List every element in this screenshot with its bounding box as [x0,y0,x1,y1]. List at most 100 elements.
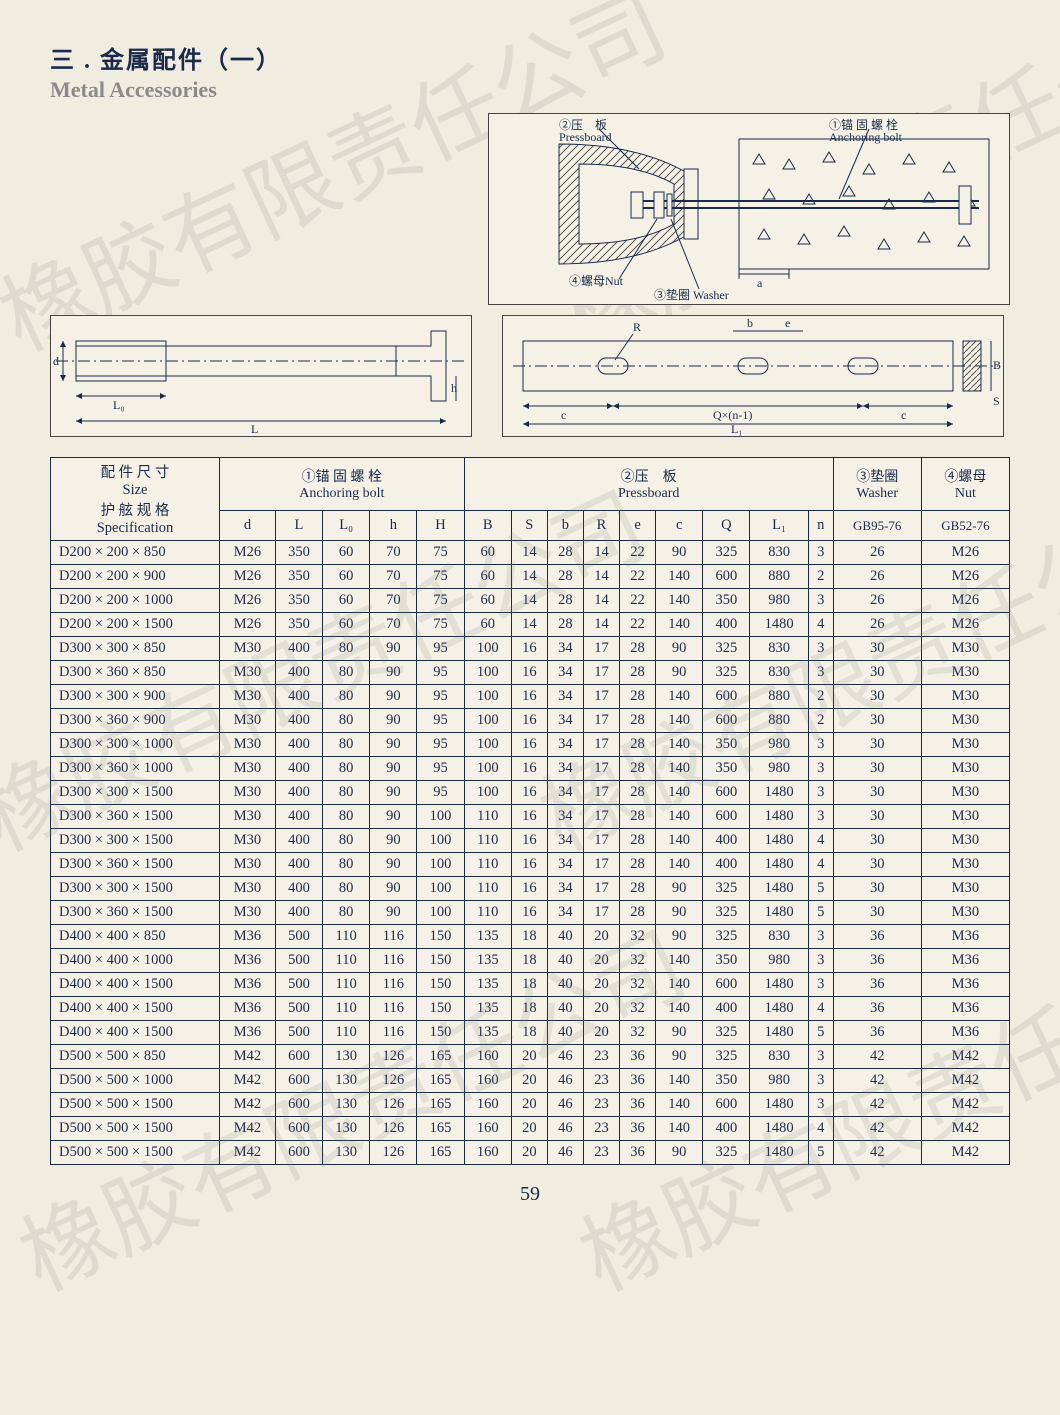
table-cell: 980 [750,949,808,973]
table-cell: 22 [620,589,656,613]
table-cell: 1480 [750,613,808,637]
table-cell: M30 [921,637,1009,661]
table-cell: 70 [370,589,417,613]
table-cell: 28 [620,877,656,901]
table-cell: 60 [323,565,370,589]
table-cell: 14 [511,589,547,613]
table-cell: 14 [583,613,619,637]
table-cell: 140 [656,1117,703,1141]
table-cell: 160 [464,1069,511,1093]
table-cell: 2 [808,685,833,709]
table-cell: 95 [417,661,464,685]
table-cell: 110 [464,853,511,877]
table-cell: 165 [417,1093,464,1117]
table-cell: M42 [921,1141,1009,1165]
table-cell: 400 [275,757,322,781]
table-cell: M36 [220,973,276,997]
table-cell: M42 [921,1045,1009,1069]
table-cell: 135 [464,997,511,1021]
th-anchor: ①锚 固 螺 栓 Anchoring bolt [220,458,465,511]
table-cell: D500 × 500 × 850 [51,1045,220,1069]
table-cell: M36 [921,1021,1009,1045]
table-cell: 4 [808,997,833,1021]
table-cell: 90 [370,685,417,709]
table-cell: 40 [547,1021,583,1045]
table-cell: 28 [620,685,656,709]
table-cell: 30 [833,805,921,829]
table-cell: 400 [703,613,750,637]
table-cell: 4 [808,853,833,877]
table-cell: M36 [921,925,1009,949]
table-cell: 500 [275,1021,322,1045]
table-cell: 70 [370,565,417,589]
table-cell: M30 [921,685,1009,709]
table-cell: 130 [323,1093,370,1117]
table-cell: M26 [921,565,1009,589]
th-col: L₀ [323,511,370,541]
table-cell: 32 [620,1021,656,1045]
th-washer: ③垫圈 Washer [833,458,921,511]
table-cell: 30 [833,685,921,709]
table-row: D500 × 500 × 1000M4260013012616516020462… [51,1069,1010,1093]
th-spec-en: Specification [55,520,215,537]
th-spec-cn2: 护 舷 规 格 [55,499,215,520]
table-cell: 20 [583,1021,619,1045]
page: 橡胶有限责任公司 橡胶有限责任公司 橡胶有限责任公司 橡胶有限责任公司 橡胶有限… [50,40,1010,1206]
table-row: D300 × 360 × 850M30400809095100163417289… [51,661,1010,685]
table-cell: 30 [833,829,921,853]
table-cell: 100 [417,805,464,829]
table-cell: 23 [583,1045,619,1069]
th-col: L [275,511,322,541]
table-cell: 600 [703,709,750,733]
table-cell: 17 [583,805,619,829]
table-cell: 60 [464,613,511,637]
th-col: b [547,511,583,541]
table-cell: 18 [511,949,547,973]
table-cell: D300 × 360 × 1000 [51,757,220,781]
table-cell: 90 [656,1045,703,1069]
table-cell: 1480 [750,1117,808,1141]
table-cell: 140 [656,589,703,613]
table-cell: 95 [417,685,464,709]
label-L: L [251,422,258,437]
table-cell: 600 [275,1141,322,1165]
table-cell: 325 [703,637,750,661]
table-cell: 5 [808,1141,833,1165]
table-cell: D200 × 200 × 850 [51,541,220,565]
table-cell: M36 [220,949,276,973]
table-cell: D300 × 300 × 1500 [51,781,220,805]
table-cell: 28 [620,709,656,733]
table-cell: 30 [833,781,921,805]
table-cell: 126 [370,1045,417,1069]
table-cell: 34 [547,709,583,733]
table-cell: 16 [511,805,547,829]
table-cell: 116 [370,1021,417,1045]
table-cell: D500 × 500 × 1500 [51,1117,220,1141]
th-col: GB95-76 [833,511,921,541]
th-anchor-en: Anchoring bolt [224,486,460,502]
table-cell: 32 [620,925,656,949]
table-cell: 16 [511,781,547,805]
table-cell: 80 [323,877,370,901]
table-cell: 110 [464,901,511,925]
table-cell: 160 [464,1141,511,1165]
table-cell: 90 [656,877,703,901]
table-cell: 140 [656,733,703,757]
table-cell: 34 [547,901,583,925]
label-Qn: Q×(n-1) [713,408,752,423]
table-cell: 3 [808,733,833,757]
table-cell: 1480 [750,997,808,1021]
table-cell: 26 [833,589,921,613]
table-cell: 80 [323,757,370,781]
table-cell: 17 [583,829,619,853]
table-cell: M42 [220,1069,276,1093]
table-cell: 1480 [750,805,808,829]
table-cell: D500 × 500 × 1500 [51,1141,220,1165]
table-cell: M36 [921,973,1009,997]
table-cell: 36 [833,1021,921,1045]
table-cell: 1480 [750,877,808,901]
table-cell: 3 [808,1069,833,1093]
table-cell: 3 [808,637,833,661]
table-row: D500 × 500 × 1500M4260013012616516020462… [51,1141,1010,1165]
table-cell: 20 [583,925,619,949]
